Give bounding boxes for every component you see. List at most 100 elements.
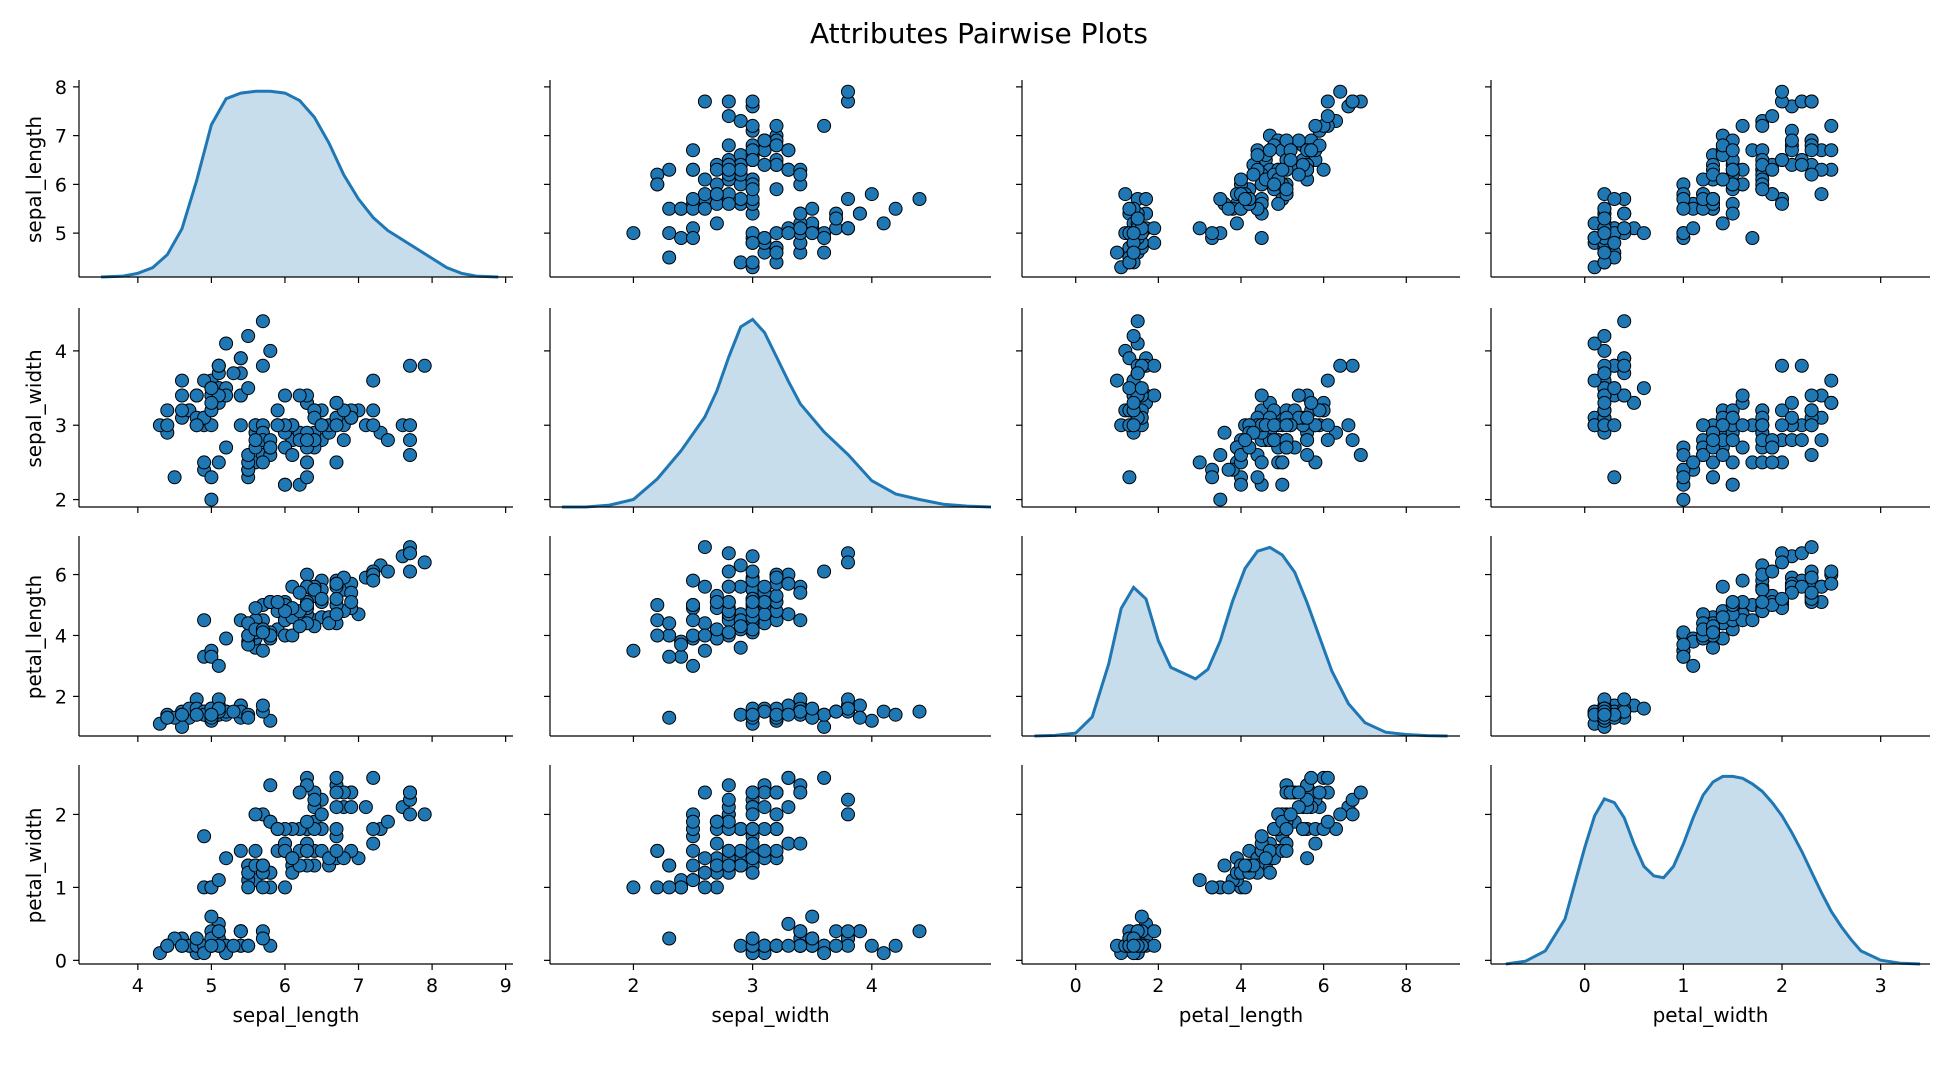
scatter-point [1130, 366, 1145, 381]
scatter-point [292, 585, 307, 600]
scatter-point [1617, 388, 1632, 403]
scatter-point [769, 807, 784, 822]
scatter-point [757, 785, 772, 800]
scatter-point [1279, 843, 1294, 858]
scatter-point [1147, 388, 1162, 403]
scatter-point [697, 187, 712, 202]
scatter-point [1130, 211, 1145, 226]
scatter-point [1300, 433, 1315, 448]
scatter-point [300, 433, 314, 448]
x-tick-label: 3 [747, 975, 759, 997]
scatter-point [721, 595, 736, 609]
scatter-point [1587, 336, 1602, 351]
scatter-point [841, 221, 855, 236]
scatter-point [793, 785, 808, 800]
scatter-point [1304, 395, 1319, 410]
scatter-point [686, 613, 700, 628]
scatter-point [1254, 388, 1269, 403]
scatter-point [745, 785, 760, 800]
scatter-point [1765, 162, 1780, 177]
scatter-point [721, 94, 736, 109]
scatter-point [160, 710, 175, 725]
scatter-point [1607, 192, 1622, 206]
scatter-point [1617, 358, 1632, 373]
x-tick-label: 0 [1579, 975, 1591, 997]
scatter-point [1312, 785, 1327, 800]
y-tick-label: 6 [55, 565, 67, 587]
scatter-point [1755, 582, 1770, 597]
scatter-point [226, 366, 241, 381]
scatter-point [366, 770, 381, 785]
scatter-point [204, 395, 219, 410]
scatter-point [1279, 418, 1294, 433]
scatter-point [1234, 172, 1248, 187]
scatter-point [1775, 153, 1789, 167]
scatter-point [1706, 192, 1720, 206]
scatter-point [233, 924, 248, 939]
scatter-point [270, 822, 285, 836]
scatter-point [1279, 822, 1294, 836]
scatter-point [1110, 373, 1124, 388]
scatter-point [697, 785, 712, 800]
scatter-point [1258, 851, 1273, 866]
scatter-point [1275, 477, 1290, 492]
scatter-point [757, 607, 772, 622]
scatter-point [248, 433, 263, 448]
scatter-point [1275, 162, 1290, 177]
scatter-point [686, 858, 700, 873]
scatter-point [403, 564, 417, 579]
scatter-point [1353, 448, 1368, 462]
scatter-point [697, 579, 712, 594]
scatter-point [175, 388, 189, 403]
x-tick-label: 8 [1400, 975, 1412, 997]
scatter-point [255, 314, 270, 329]
kde-area-petal_width [1505, 776, 1921, 964]
scatter-point [1134, 909, 1149, 924]
scatter-point [697, 540, 712, 555]
scatter-point [204, 470, 219, 485]
panel-sepal_width-vs-petal_length [1016, 308, 1460, 513]
scatter-point [697, 628, 712, 643]
scatter-point [1291, 388, 1306, 403]
scatter-point [1824, 564, 1839, 579]
scatter-point [403, 807, 417, 822]
panel-petal_length-vs-petal_length [1016, 536, 1460, 742]
scatter-point [1686, 455, 1701, 470]
scatter-point [769, 822, 784, 836]
scatter-point [733, 938, 748, 953]
scatter-point [255, 625, 270, 640]
scatter-point [278, 388, 292, 403]
scatter-point [781, 143, 796, 158]
scatter-point [314, 807, 329, 822]
scatter-point [167, 470, 182, 485]
scatter-point [1238, 433, 1253, 448]
scatter-point [793, 938, 808, 953]
scatter-point [1636, 381, 1651, 396]
scatter-point [300, 470, 314, 485]
scatter-point [1147, 924, 1162, 939]
scatter-point [709, 880, 724, 895]
scatter-point [204, 707, 219, 722]
scatter-point [1122, 470, 1137, 485]
scatter-point [1254, 829, 1269, 844]
scatter-point [709, 836, 724, 851]
scatter-point [1725, 433, 1740, 448]
panel-sepal_length-vs-sepal_length: 5 6 7 8 sepal_length [22, 77, 513, 283]
scatter-point [1735, 118, 1750, 133]
scatter-point [805, 931, 820, 946]
scatter-point [769, 588, 784, 603]
scatter-point [403, 546, 417, 561]
scatter-point [278, 604, 292, 619]
scatter-point [721, 162, 736, 177]
scatter-point [876, 704, 891, 719]
x-tick-label: 7 [352, 975, 364, 997]
scatter-point [1333, 807, 1348, 822]
scatter-point [709, 814, 724, 829]
scatter-point [745, 707, 760, 722]
scatter-point [650, 613, 665, 628]
scatter-point [650, 177, 665, 192]
scatter-point [1587, 373, 1602, 388]
x-tick-label: 2 [1152, 975, 1164, 997]
scatter-point [358, 800, 373, 815]
scatter-point [805, 201, 820, 216]
